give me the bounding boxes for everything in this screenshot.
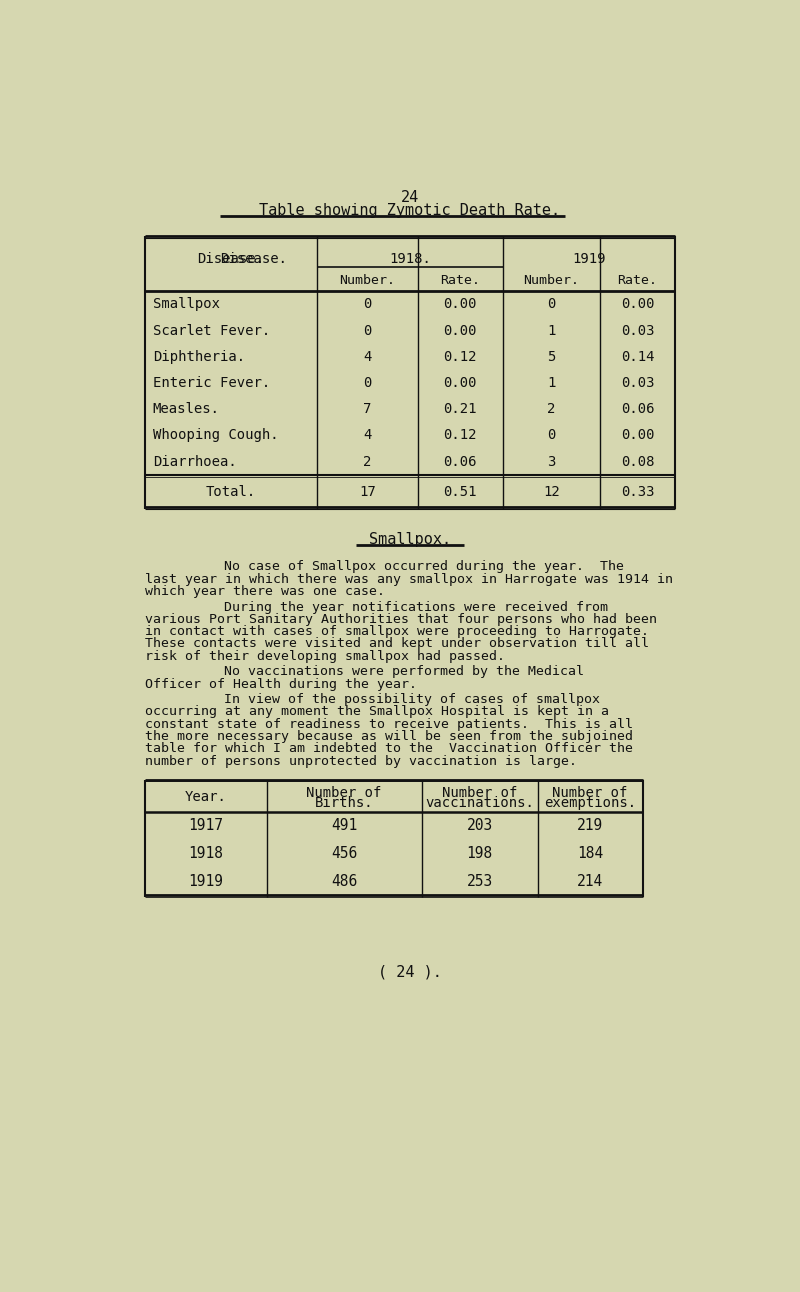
Text: Rate.: Rate. xyxy=(440,274,480,287)
Text: Diphtheria.: Diphtheria. xyxy=(153,350,245,364)
Text: Number of: Number of xyxy=(306,786,382,800)
Text: 0.51: 0.51 xyxy=(444,484,477,499)
Text: last year in which there was any smallpox in Harrogate was 1914 in: last year in which there was any smallpo… xyxy=(145,572,673,585)
Text: Scarlet Fever.: Scarlet Fever. xyxy=(153,323,270,337)
Text: table for which I am indebted to the  Vaccination Officer the: table for which I am indebted to the Vac… xyxy=(145,742,633,756)
Text: exemptions.: exemptions. xyxy=(544,796,636,810)
Text: 0.00: 0.00 xyxy=(444,376,477,390)
Text: 198: 198 xyxy=(466,846,493,860)
Text: 4: 4 xyxy=(363,350,371,364)
Text: Number of: Number of xyxy=(553,786,628,800)
Text: 0: 0 xyxy=(363,297,371,311)
Text: 2: 2 xyxy=(363,455,371,469)
Text: No vaccinations were performed by the Medical: No vaccinations were performed by the Me… xyxy=(224,665,584,678)
Text: In view of the possibility of cases of smallpox: In view of the possibility of cases of s… xyxy=(224,693,600,705)
Text: 17: 17 xyxy=(359,484,376,499)
Text: Disease.: Disease. xyxy=(198,252,265,266)
Text: 5: 5 xyxy=(547,350,556,364)
Text: 491: 491 xyxy=(331,818,358,833)
Text: Officer of Health during the year.: Officer of Health during the year. xyxy=(145,677,417,690)
Text: 0.14: 0.14 xyxy=(621,350,654,364)
Text: No case of Smallpox occurred during the year.  The: No case of Smallpox occurred during the … xyxy=(224,561,624,574)
Text: Smallpox: Smallpox xyxy=(153,297,220,311)
Text: 219: 219 xyxy=(577,818,603,833)
Text: These contacts were visited and kept under observation till all: These contacts were visited and kept und… xyxy=(145,637,649,650)
Text: 0.03: 0.03 xyxy=(621,376,654,390)
Text: 1919: 1919 xyxy=(188,873,223,889)
Text: 0: 0 xyxy=(363,376,371,390)
Text: the more necessary because as will be seen from the subjoined: the more necessary because as will be se… xyxy=(145,730,633,743)
Text: 214: 214 xyxy=(577,873,603,889)
Text: 0.33: 0.33 xyxy=(621,484,654,499)
Text: 486: 486 xyxy=(331,873,358,889)
Text: Number.: Number. xyxy=(523,274,579,287)
Text: 0.00: 0.00 xyxy=(444,297,477,311)
Text: 1918: 1918 xyxy=(188,846,223,860)
Text: constant state of readiness to receive patients.  This is all: constant state of readiness to receive p… xyxy=(145,717,633,730)
Text: Rate.: Rate. xyxy=(618,274,658,287)
Text: 1918.: 1918. xyxy=(389,252,431,266)
Text: risk of their developing smallpox had passed.: risk of their developing smallpox had pa… xyxy=(145,650,505,663)
Text: Table showing Zymotic Death Rate.: Table showing Zymotic Death Rate. xyxy=(259,203,561,218)
Text: ( 24 ).: ( 24 ). xyxy=(378,965,442,979)
Text: 253: 253 xyxy=(466,873,493,889)
Text: 203: 203 xyxy=(466,818,493,833)
Text: Whooping Cough.: Whooping Cough. xyxy=(153,429,278,442)
Text: 456: 456 xyxy=(331,846,358,860)
Text: 0.12: 0.12 xyxy=(444,350,477,364)
Text: various Port Sanitary Authorities that four persons who had been: various Port Sanitary Authorities that f… xyxy=(145,612,657,625)
Text: in contact with cases of smallpox were proceeding to Harrogate.: in contact with cases of smallpox were p… xyxy=(145,625,649,638)
Text: 0.03: 0.03 xyxy=(621,323,654,337)
Text: vaccinations.: vaccinations. xyxy=(426,796,534,810)
Text: 0.08: 0.08 xyxy=(621,455,654,469)
Text: Measles.: Measles. xyxy=(153,402,220,416)
Text: 0: 0 xyxy=(547,297,556,311)
Text: 2: 2 xyxy=(547,402,556,416)
Text: Year.: Year. xyxy=(185,791,226,804)
Text: 1: 1 xyxy=(547,376,556,390)
Text: 0.00: 0.00 xyxy=(621,429,654,442)
Text: which year there was one case.: which year there was one case. xyxy=(145,585,385,598)
Text: 0.00: 0.00 xyxy=(444,323,477,337)
Text: During the year notifications were received from: During the year notifications were recei… xyxy=(224,601,608,614)
Text: 0.21: 0.21 xyxy=(444,402,477,416)
Text: 12: 12 xyxy=(543,484,560,499)
Text: 1: 1 xyxy=(547,323,556,337)
Text: 0.06: 0.06 xyxy=(444,455,477,469)
Text: 0.06: 0.06 xyxy=(621,402,654,416)
Text: 1917: 1917 xyxy=(188,818,223,833)
Text: 4: 4 xyxy=(363,429,371,442)
Text: Diarrhoea.: Diarrhoea. xyxy=(153,455,237,469)
Text: Number.: Number. xyxy=(339,274,395,287)
Text: Enteric Fever.: Enteric Fever. xyxy=(153,376,270,390)
Text: 7: 7 xyxy=(363,402,371,416)
Text: 0.00: 0.00 xyxy=(621,297,654,311)
Text: 24: 24 xyxy=(401,190,419,205)
Text: Disease.: Disease. xyxy=(220,252,287,266)
Text: 184: 184 xyxy=(577,846,603,860)
Text: 3: 3 xyxy=(547,455,556,469)
Text: occurring at any moment the Smallpox Hospital is kept in a: occurring at any moment the Smallpox Hos… xyxy=(145,705,609,718)
Text: Number of: Number of xyxy=(442,786,518,800)
Text: 0: 0 xyxy=(363,323,371,337)
Text: 0: 0 xyxy=(547,429,556,442)
Text: 0.12: 0.12 xyxy=(444,429,477,442)
Text: Total.: Total. xyxy=(206,484,256,499)
Text: number of persons unprotected by vaccination is large.: number of persons unprotected by vaccina… xyxy=(145,755,577,767)
Text: Smallpox.: Smallpox. xyxy=(369,532,451,547)
Text: Births.: Births. xyxy=(315,796,374,810)
Text: 1919: 1919 xyxy=(572,252,606,266)
